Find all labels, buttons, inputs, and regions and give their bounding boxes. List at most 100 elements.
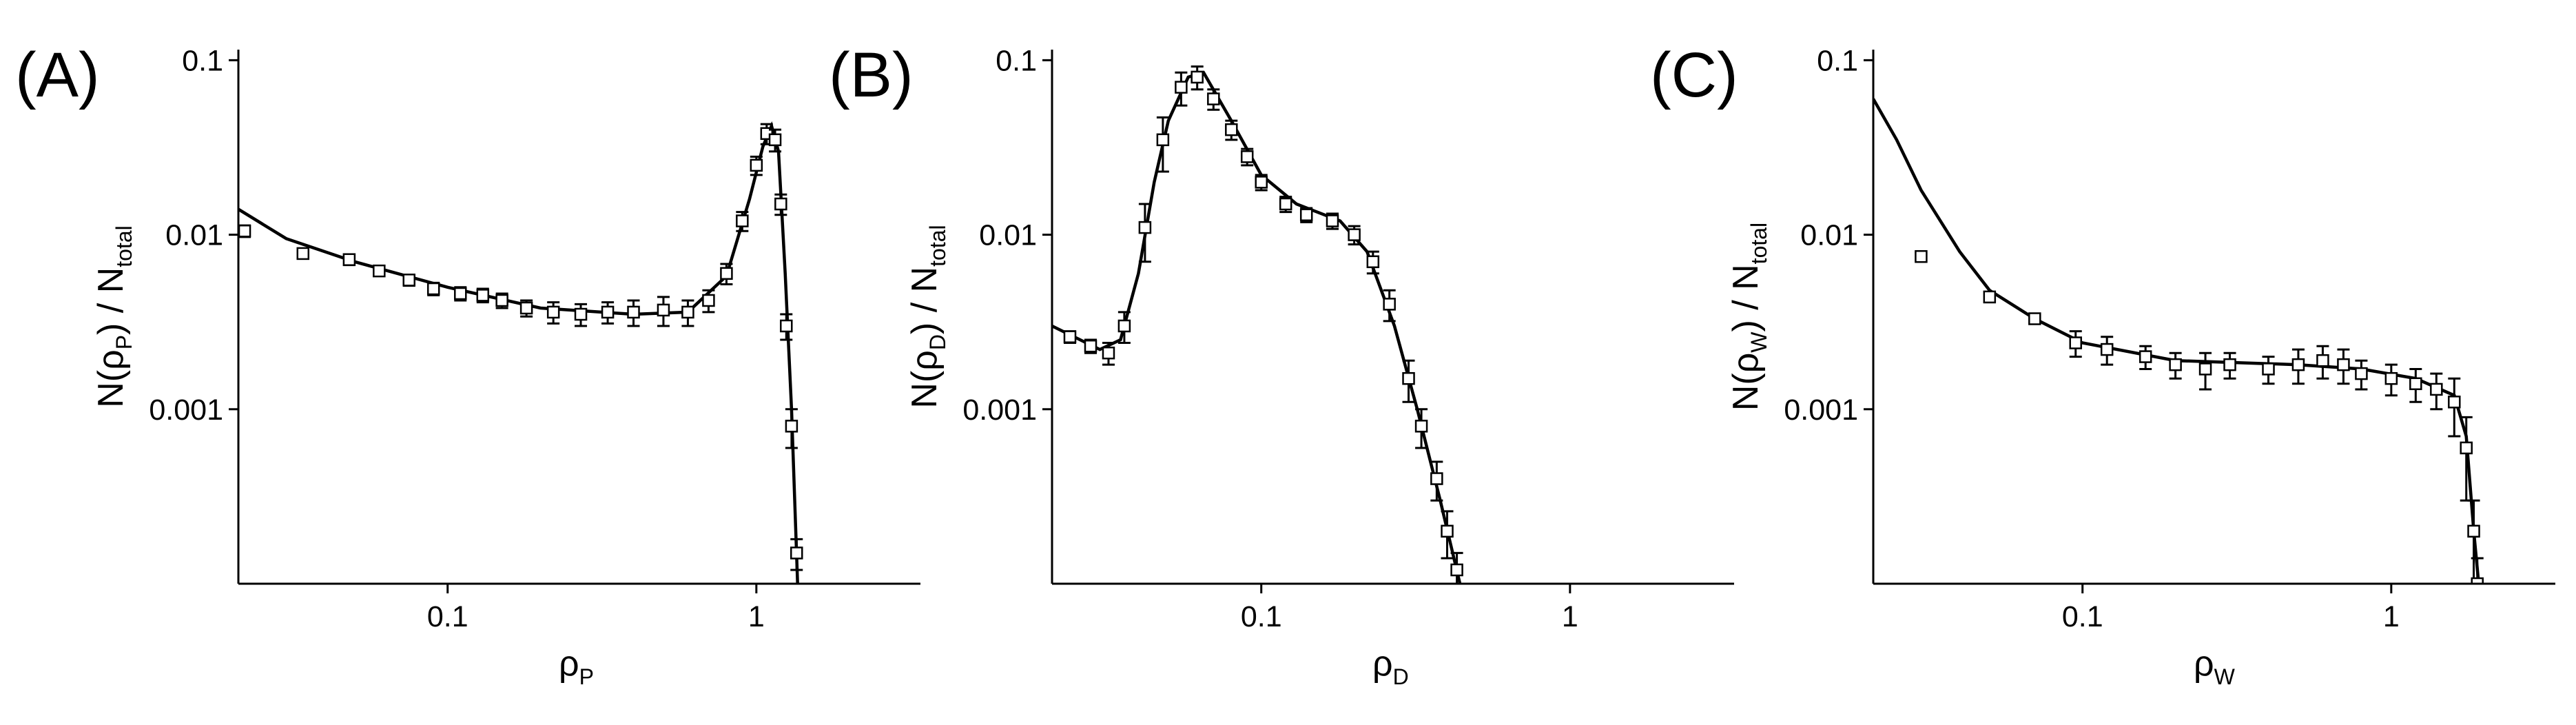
point — [2223, 358, 2236, 371]
point — [2291, 358, 2305, 371]
point — [1402, 371, 1415, 385]
plot-area — [1052, 65, 1463, 584]
x-tick-label: 0.1 — [1241, 600, 1282, 633]
point — [720, 267, 733, 280]
plot-area — [1873, 98, 2484, 584]
point — [657, 303, 670, 317]
y-axis-label-part: N(ρ — [905, 350, 945, 408]
y-axis-label-part: ) / N — [91, 267, 131, 335]
point — [774, 197, 787, 211]
point — [627, 305, 640, 319]
point — [1326, 214, 1339, 227]
point — [1255, 176, 1268, 189]
point — [2169, 358, 2182, 371]
x-tick-label: 0.1 — [2062, 600, 2103, 633]
point — [1383, 298, 1396, 311]
point — [476, 289, 490, 302]
point — [780, 319, 793, 333]
point — [373, 264, 386, 278]
point — [1348, 228, 1361, 241]
x-axis-label-part: ρ — [2194, 644, 2214, 684]
y-axis-label-part: total — [1746, 223, 1771, 264]
fit-curve — [1873, 98, 2481, 584]
point — [2448, 396, 2461, 409]
point — [2409, 377, 2422, 391]
point — [2430, 382, 2443, 396]
point — [1240, 150, 1254, 163]
point — [1207, 92, 1220, 105]
point — [681, 305, 694, 319]
point — [790, 547, 803, 560]
point — [785, 420, 798, 433]
x-tick-label: 0.1 — [427, 600, 468, 633]
point — [519, 301, 533, 315]
point — [2139, 350, 2152, 363]
point — [1450, 563, 1463, 577]
fit-curve — [1052, 70, 1462, 584]
point — [750, 159, 763, 172]
x-tick-label: 1 — [1562, 600, 1578, 633]
y-tick-label: 0.01 — [1800, 219, 1858, 252]
x-axis-label-part: P — [579, 664, 594, 689]
y-axis-label-part: P — [112, 335, 136, 349]
fit-curve — [238, 121, 799, 584]
point — [2028, 312, 2041, 325]
point — [1156, 133, 1170, 147]
x-axis-label: ρD — [1372, 644, 1409, 689]
x-axis-label: ρW — [2194, 644, 2236, 689]
y-axis-label: N(ρD) / Ntotal — [905, 225, 950, 408]
x-axis-label-part: ρ — [1372, 644, 1393, 684]
point — [601, 305, 615, 319]
y-axis-label-part: total — [925, 225, 950, 266]
point — [495, 294, 508, 307]
point — [1138, 221, 1152, 234]
point — [2384, 371, 2398, 385]
point — [1102, 346, 1115, 360]
point — [2337, 358, 2350, 371]
point — [296, 247, 310, 261]
point — [2262, 362, 2275, 376]
point — [1299, 208, 1313, 221]
plot-area — [238, 121, 803, 584]
y-axis-label-part: D — [925, 334, 950, 350]
point — [1063, 330, 1077, 343]
point — [768, 133, 782, 147]
y-tick-label: 0.1 — [996, 44, 1037, 77]
y-tick-label: 0.001 — [149, 394, 223, 427]
point — [1441, 524, 1454, 538]
point — [2198, 362, 2212, 376]
y-tick-label: 0.001 — [962, 394, 1037, 427]
y-tick-label: 0.01 — [165, 219, 223, 252]
x-axis-label: ρP — [559, 644, 594, 689]
panel-label: (A) — [15, 40, 100, 110]
y-tick-label: 0.001 — [1784, 394, 1858, 427]
x-axis-label-part: D — [1393, 664, 1409, 689]
point — [1983, 290, 1997, 304]
y-axis-label-part: N(ρ — [91, 349, 131, 407]
point — [1915, 249, 1928, 263]
x-axis-label-part: ρ — [559, 644, 579, 684]
y-axis-label-part: N(ρ — [1726, 353, 1766, 411]
point — [1191, 70, 1204, 84]
y-tick-label: 0.1 — [182, 44, 223, 77]
point — [2355, 367, 2368, 380]
point — [402, 274, 415, 287]
error-bar — [2471, 557, 2484, 584]
point — [1366, 255, 1380, 269]
y-tick-label: 0.01 — [979, 219, 1037, 252]
y-axis-label: N(ρW) / Ntotal — [1726, 223, 1771, 411]
point — [2069, 336, 2082, 349]
point — [574, 307, 588, 321]
point — [1279, 197, 1292, 211]
point — [342, 253, 356, 266]
point — [2316, 354, 2329, 367]
panel-label: (B) — [829, 40, 914, 110]
point — [1175, 81, 1188, 94]
point — [1225, 123, 1238, 136]
point — [2467, 524, 2480, 538]
